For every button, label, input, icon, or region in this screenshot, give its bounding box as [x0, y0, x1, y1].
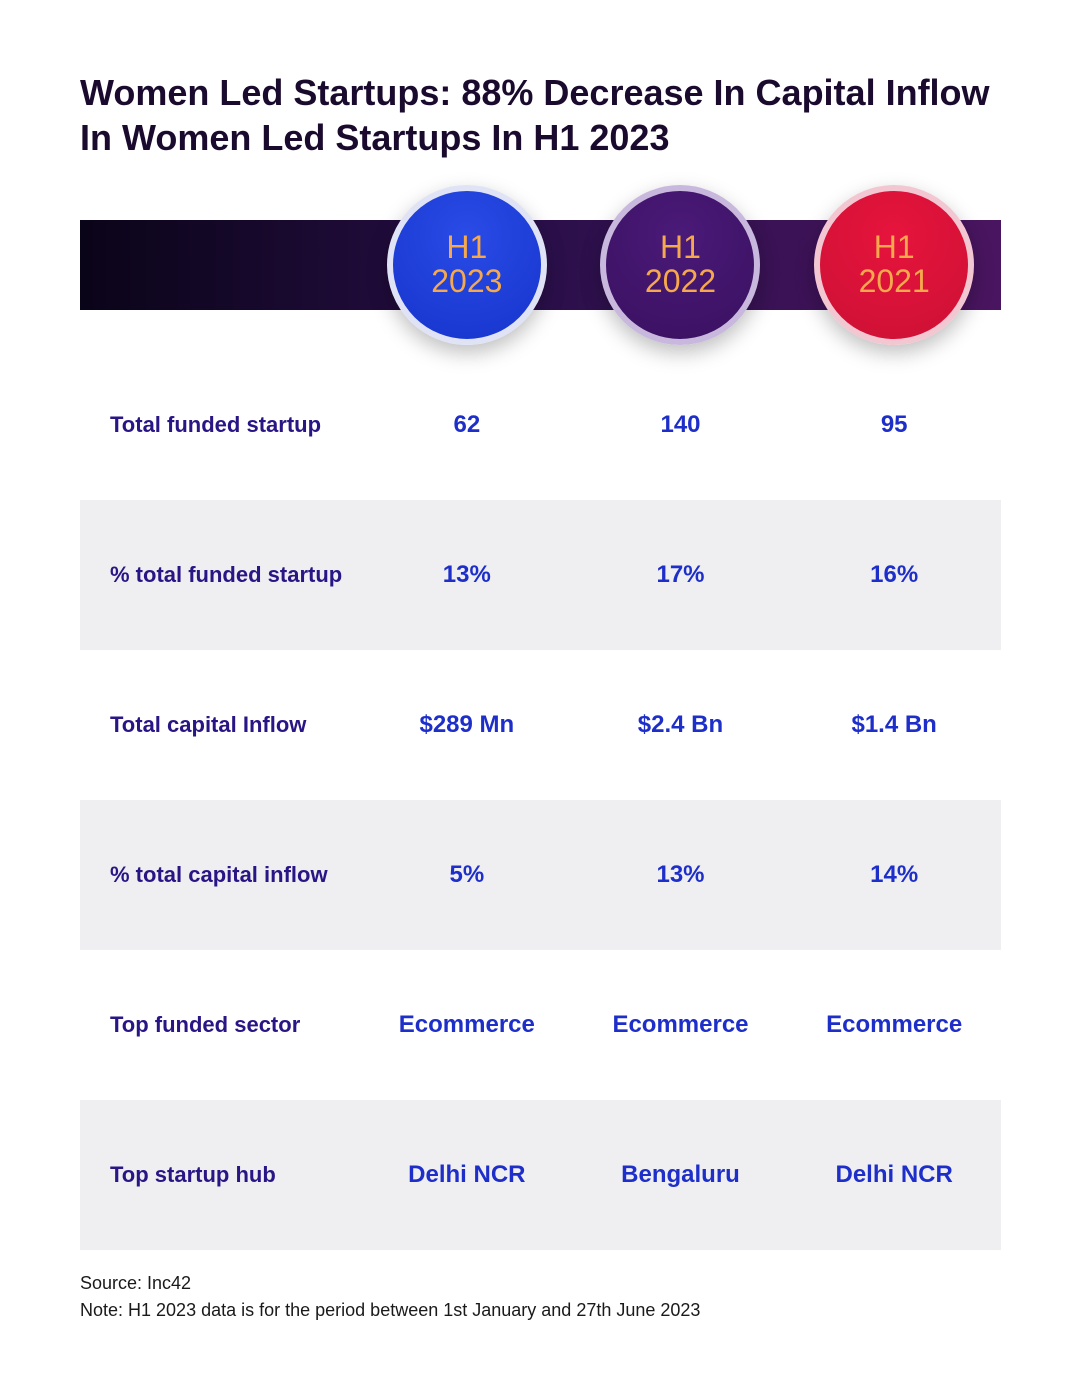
row-label: Total funded startup [80, 412, 360, 438]
table-row: % total funded startup 13% 17% 16% [80, 500, 1001, 650]
footnotes: Source: Inc42 Note: H1 2023 data is for … [80, 1270, 1001, 1324]
cell-2021: Ecommerce [787, 1011, 1001, 1039]
cell-2023: Ecommerce [360, 1011, 574, 1039]
cell-2023: 13% [360, 561, 574, 589]
cell-2021: 95 [787, 411, 1001, 439]
cell-2023: Delhi NCR [360, 1161, 574, 1189]
table-row: Top funded sector Ecommerce Ecommerce Ec… [80, 950, 1001, 1100]
page-title: Women Led Startups: 88% Decrease In Capi… [80, 70, 1001, 160]
cell-2022: Ecommerce [574, 1011, 788, 1039]
comparison-table: H1 2023 H1 2022 H1 2021 Total funded sta… [80, 220, 1001, 1250]
period-note: Note: H1 2023 data is for the period bet… [80, 1297, 1001, 1324]
header-bar [80, 220, 1001, 310]
table-row: % total capital inflow 5% 13% 14% [80, 800, 1001, 950]
cell-2022: 13% [574, 861, 788, 889]
cell-2023: $289 Mn [360, 711, 574, 739]
table-row: Total funded startup 62 140 95 [80, 350, 1001, 500]
source-note: Source: Inc42 [80, 1270, 1001, 1297]
table-row: Top startup hub Delhi NCR Bengaluru Delh… [80, 1100, 1001, 1250]
cell-2021: $1.4 Bn [787, 711, 1001, 739]
row-label: Total capital Inflow [80, 712, 360, 738]
row-label: % total funded startup [80, 562, 360, 588]
cell-2022: 140 [574, 411, 788, 439]
row-label: Top funded sector [80, 1012, 360, 1038]
cell-2021: 14% [787, 861, 1001, 889]
cell-2021: Delhi NCR [787, 1161, 1001, 1189]
table-rows: Total funded startup 62 140 95 % total f… [80, 350, 1001, 1250]
cell-2022: Bengaluru [574, 1161, 788, 1189]
row-label: Top startup hub [80, 1162, 360, 1188]
cell-2022: $2.4 Bn [574, 711, 788, 739]
row-label: % total capital inflow [80, 862, 360, 888]
table-row: Total capital Inflow $289 Mn $2.4 Bn $1.… [80, 650, 1001, 800]
cell-2022: 17% [574, 561, 788, 589]
cell-2023: 62 [360, 411, 574, 439]
cell-2023: 5% [360, 861, 574, 889]
cell-2021: 16% [787, 561, 1001, 589]
